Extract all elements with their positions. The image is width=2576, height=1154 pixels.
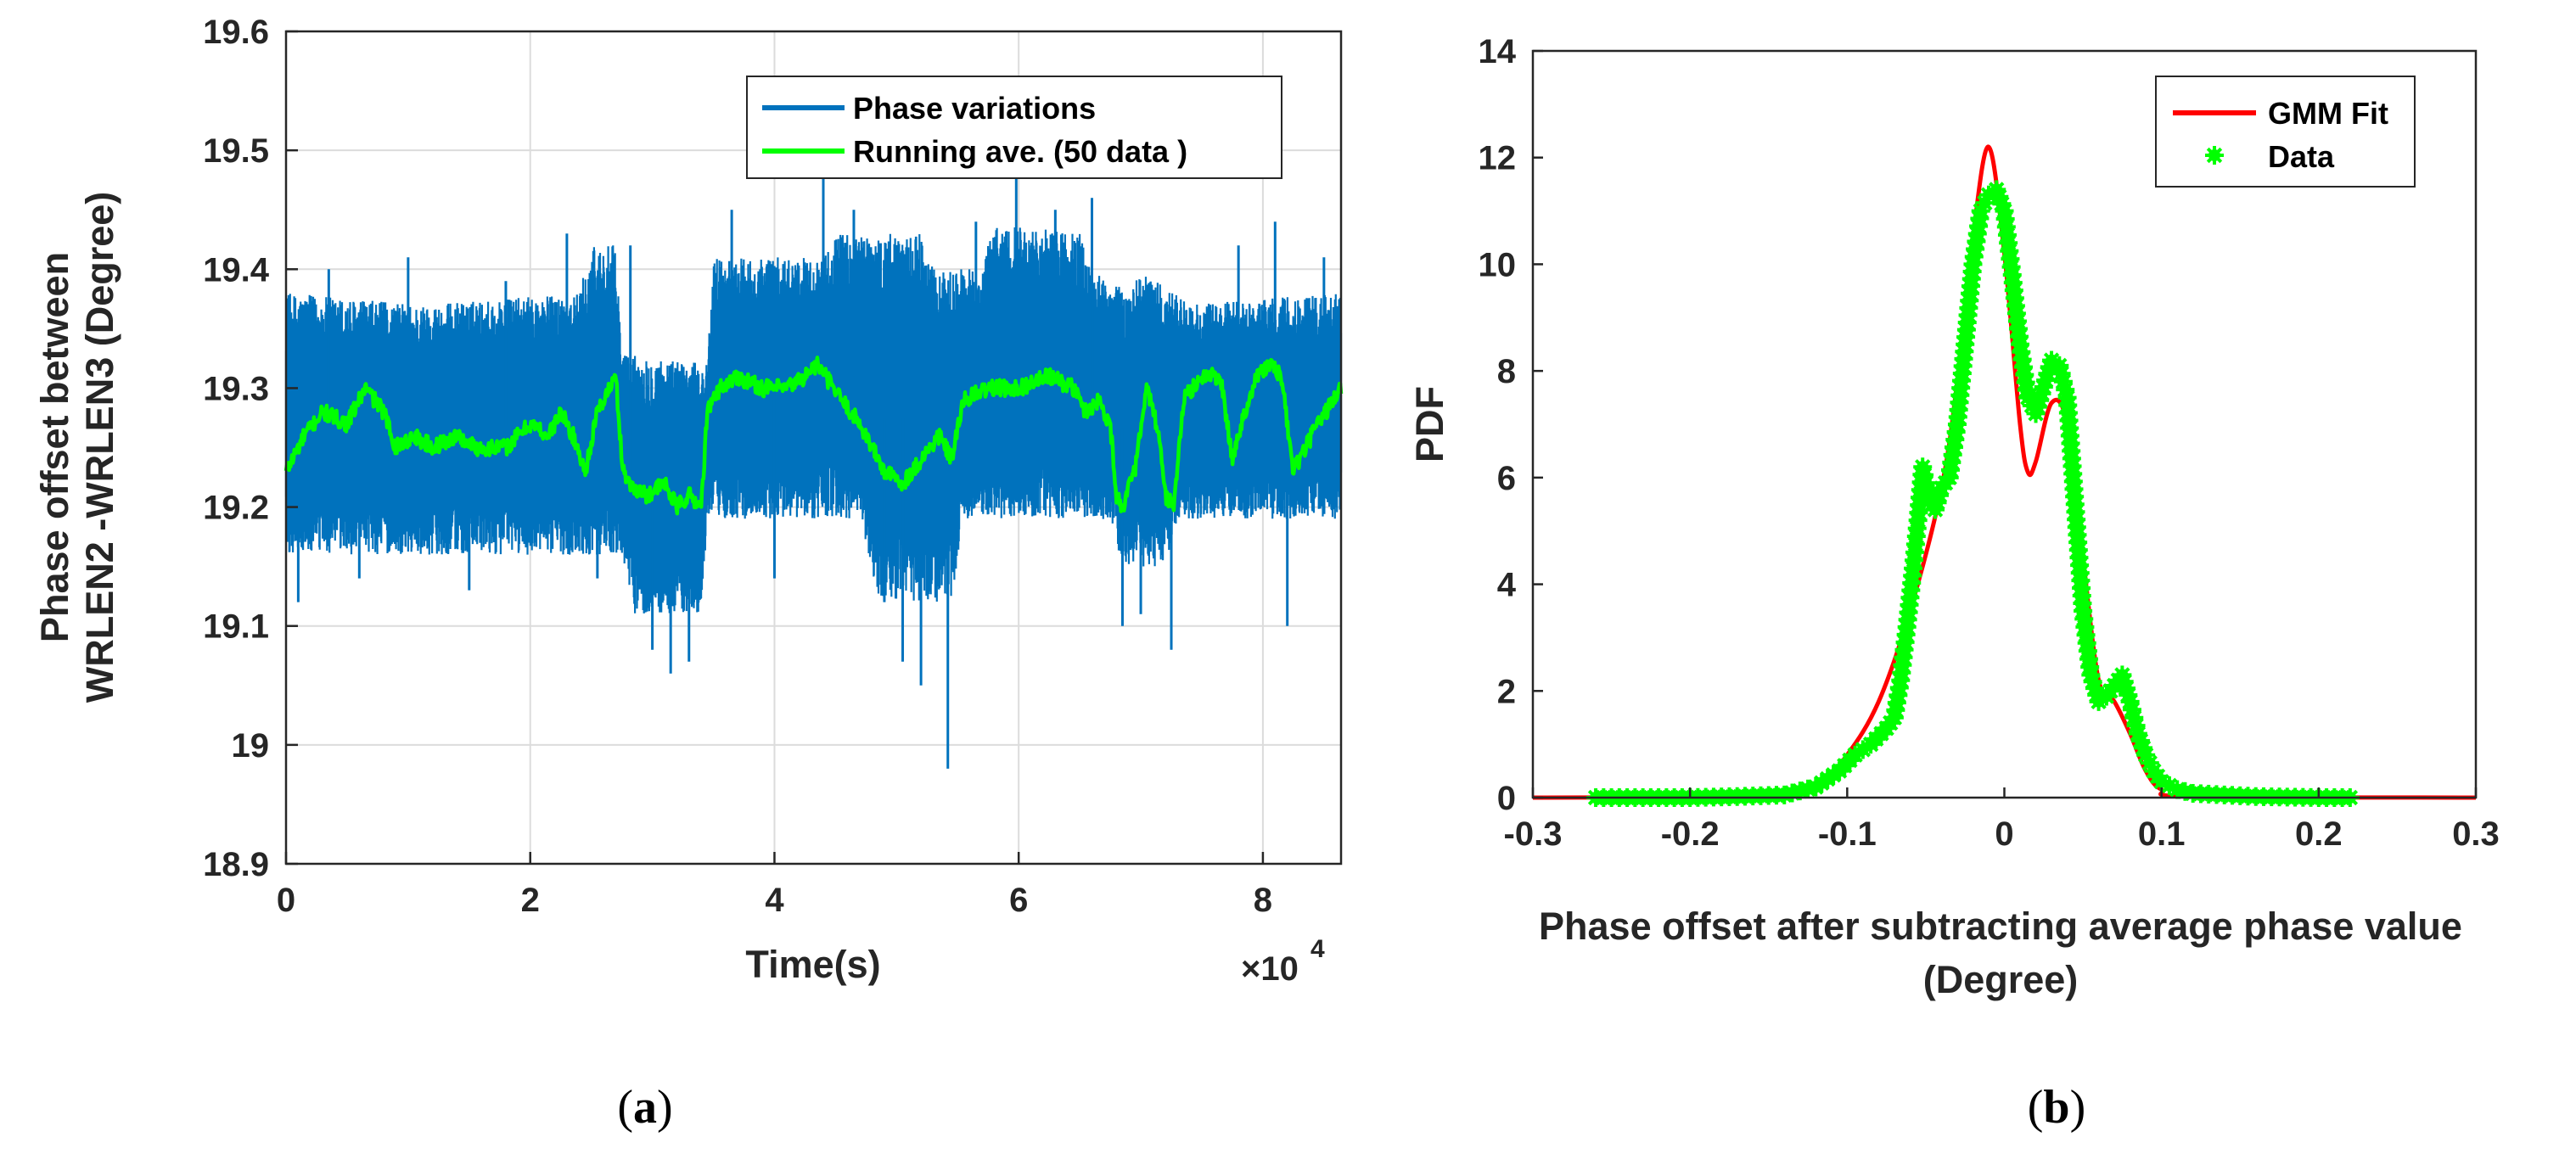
y-tick-label-a-7: 19.6 [203,14,269,51]
x-axis-label-a: Time(s) [745,943,880,986]
x-tick-label-b-5: 0.2 [2295,815,2343,853]
y-tick-label-a-3: 19.2 [203,490,269,527]
x-exponent-prefix: ×10 [1241,950,1299,988]
x-tick-label-a-2: 4 [765,882,784,919]
x-tick-label-a-1: 2 [521,882,540,919]
legend-label-gmm-fit: GMM Fit [2268,96,2388,131]
x-tick-label-b-6: 0.3 [2452,815,2500,853]
y-tick-label-b-6: 12 [1479,140,1517,177]
legend-swatch-data [2205,146,2224,165]
data-point-126 [1990,187,2009,206]
ticks-a: 0 2 4 6 8 18.9 19 19.1 19.2 19.3 19.4 19.5 19.6 [203,14,1272,919]
phase-variations-series [284,227,1343,613]
y-tick-label-b-2: 4 [1497,567,1517,604]
x-tick-label-a-4: 8 [1254,882,1272,919]
y-tick-label-b-5: 10 [1479,246,1517,283]
x-axis-label-b-line2: (Degree) [1923,958,2079,1001]
y-tick-label-b-4: 8 [1497,353,1516,390]
legend-box-a [746,76,1282,179]
y-tick-label-a-1: 19 [232,727,270,765]
caption-a: (a) [617,1081,672,1134]
x-tick-label-b-2: -0.1 [1818,815,1877,853]
y-tick-label-a-6: 19.5 [203,132,269,170]
x-tick-label-b-3: 0 [1995,815,2013,853]
x-tick-label-a-3: 6 [1009,882,1028,919]
y-tick-label-b-1: 2 [1497,673,1516,710]
x-tick-label-b-1: -0.2 [1661,815,1720,853]
legend-data-marker [2205,146,2224,165]
y-axis-label-b: PDF [1408,386,1451,462]
y-tick-label-a-4: 19.3 [203,370,269,407]
y-tick-label-a-5: 19.4 [203,251,270,288]
y-tick-label-b-7: 14 [1479,33,1517,70]
panel-a: 0 2 4 6 8 18.9 19 19.1 19.2 19.3 19.4 19.5 19.6 Phas… [33,14,1344,1134]
y-tick-label-b-0: 0 [1497,780,1516,817]
ticks-b: -0.3 -0.2 -0.1 0 0.1 0.2 0.3 0 2 4 6 8 10 12 14 [1479,33,2500,853]
phase-variations-spikes [296,174,1326,769]
axes-box-a [284,30,1343,866]
x-exponent-power: 4 [1310,935,1325,963]
y-axis-label-a-line1: Phase offset between [33,252,76,642]
x-tick-label-b-4: 0.1 [2138,815,2186,853]
caption-b: (b) [2028,1081,2085,1134]
running-average-series [283,356,1344,516]
panel-b: -0.3 -0.2 -0.1 0 0.1 0.2 0.3 0 2 4 6 8 10 12 14 GMM Fi… [1408,33,2500,1134]
x-axis-label-b-line1: Phase offset after subtracting average p… [1539,905,2462,948]
legend-box-b [2155,76,2416,188]
y-tick-label-a-0: 18.9 [203,846,269,883]
legend-label-running-average: Running ave. (50 data ) [853,134,1187,169]
x-tick-label-b-0: -0.3 [1504,815,1563,853]
legend-label-phase-variations: Phase variations [853,91,1096,126]
y-axis-label-a-line2: WRLEN2 -WRLEN3 (Degree) [78,192,121,703]
legend-a: Phase variations Running ave. (50 data ) [746,76,1282,179]
legend-label-data: Data [2268,139,2335,174]
running-average-line [283,356,1344,516]
x-tick-label-a-0: 0 [277,882,295,919]
phase-variations-line [284,227,1343,613]
y-tick-label-b-3: 6 [1497,460,1516,497]
x-exponent-a: ×10 4 [1241,935,1325,988]
data-point-163 [2050,356,2069,375]
legend-b: GMM Fit Data [2155,76,2416,188]
y-tick-label-a-2: 19.1 [203,608,269,646]
